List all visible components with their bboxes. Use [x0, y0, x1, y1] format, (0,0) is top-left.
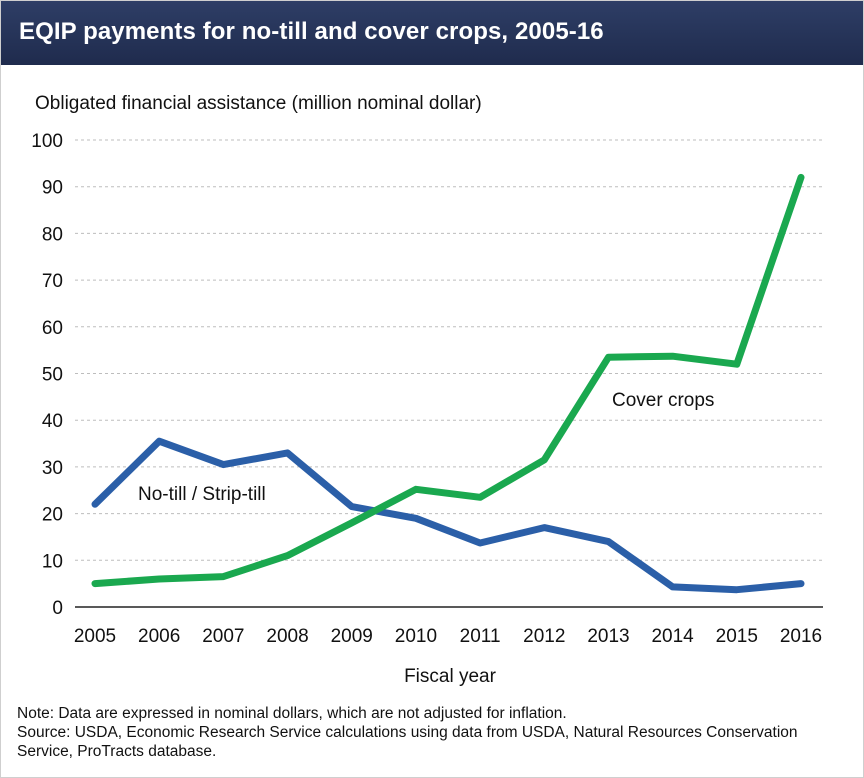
x-tick-label: 2011: [460, 626, 501, 647]
y-tick-label: 80: [42, 224, 63, 245]
y-tick-label: 30: [42, 458, 63, 479]
line-chart: 0 10 20 30 40 50 60 70 80 90 100 2005 2006 2007 2008 20…: [31, 131, 823, 647]
notes-block: Note: Data are expressed in nominal doll…: [17, 704, 853, 761]
x-tick-label: 2010: [395, 626, 437, 647]
x-tick-label: 2005: [74, 626, 116, 647]
note-text: Note: Data are expressed in nominal doll…: [17, 705, 567, 722]
x-tick-label: 2012: [523, 626, 565, 647]
y-tick-label: 60: [42, 318, 63, 339]
series-label-no-till-strip-till: No-till / Strip-till: [138, 484, 266, 505]
series-label-cover-crops: Cover crops: [612, 390, 714, 411]
y-tick-label: 40: [42, 411, 63, 432]
title-bar: EQIP payments for no-till and cover crop…: [1, 1, 863, 65]
y-tick-label: 100: [31, 131, 63, 152]
y-tick-label: 90: [42, 178, 63, 199]
x-tick-label: 2014: [651, 626, 694, 647]
series-line-no-till-strip-till: [91, 437, 805, 594]
y-tick-label: 10: [42, 551, 63, 572]
x-tick-label: 2007: [202, 626, 244, 647]
x-tick-label: 2009: [331, 626, 373, 647]
x-tick-label: 2013: [587, 626, 629, 647]
y-tick-label: 50: [42, 365, 63, 386]
chart-title: EQIP payments for no-till and cover crop…: [19, 18, 604, 45]
y-axis-label: Obligated financial assistance (million …: [35, 93, 482, 114]
x-tick-label: 2008: [266, 626, 308, 647]
x-tick-label: 2006: [138, 626, 180, 647]
x-tick-label: 2015: [716, 626, 758, 647]
source-text: Source: USDA, Economic Research Service …: [17, 724, 798, 760]
y-tick-label: 0: [52, 598, 63, 619]
y-tick-label: 70: [42, 271, 63, 292]
series-line-cover-crops: [91, 173, 805, 588]
x-tick-label: 2016: [780, 626, 822, 647]
y-tick-label: 20: [42, 505, 63, 526]
x-axis-label: Fiscal year: [404, 666, 496, 687]
